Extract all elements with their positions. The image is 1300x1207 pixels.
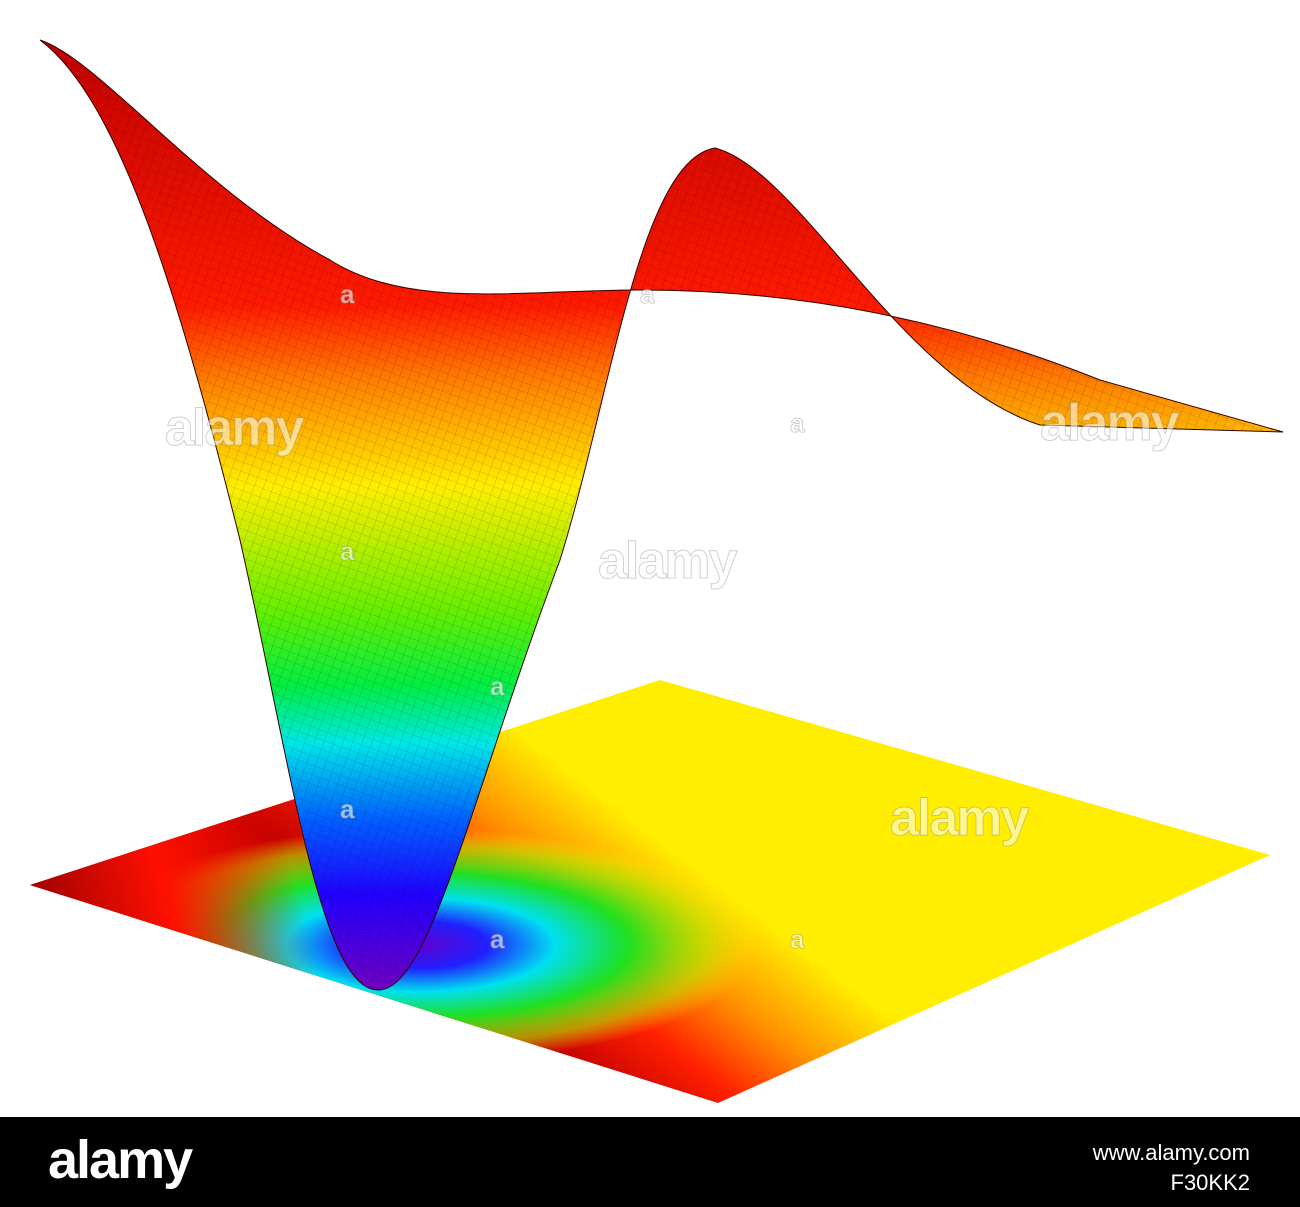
watermark-mark: a: [340, 794, 355, 824]
watermark-mark: a: [340, 536, 355, 566]
watermark-mark: a: [340, 279, 355, 309]
watermark-mark: a: [490, 924, 505, 954]
footer-logo: alamy: [48, 1130, 193, 1190]
watermark: alamy: [1040, 394, 1180, 452]
watermark-mark: a: [640, 279, 655, 309]
floor: [30, 680, 1270, 1103]
watermark-mark: a: [790, 408, 805, 438]
watermarks: alamy alamy alamy alamy a a a a a a a a: [165, 279, 1183, 955]
surface: [39, 39, 1284, 991]
footer-id: F30KK2: [1171, 1170, 1251, 1195]
watermark: alamy: [890, 789, 1030, 847]
watermark: alamy: [165, 399, 305, 457]
watermark-mark: a: [790, 924, 805, 954]
footer: alamy www.alamy.com F30KK2: [0, 1117, 1300, 1207]
watermark-mark: a: [490, 671, 505, 701]
watermark: alamy: [598, 532, 738, 590]
footer-bar: [0, 1117, 1300, 1207]
footer-url: www.alamy.com: [1092, 1140, 1250, 1165]
